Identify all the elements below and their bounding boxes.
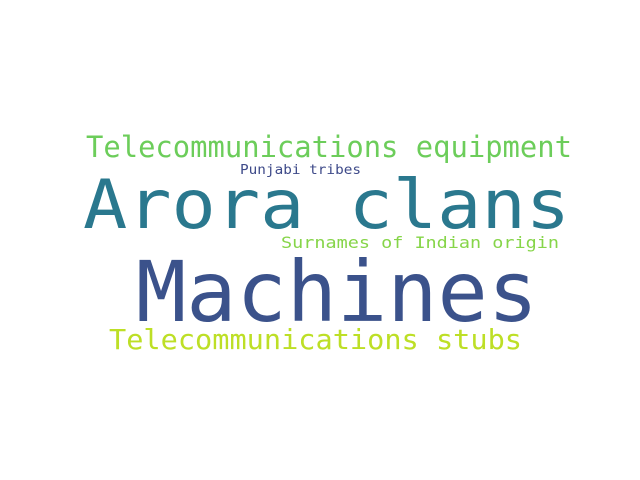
word-surnames-of-indian-origin: Surnames of Indian origin	[281, 233, 560, 252]
word-machines: Machines	[136, 243, 538, 341]
word-telecommunications-stubs: Telecommunications stubs	[109, 323, 522, 356]
word-arora-clans: Arora clans	[83, 166, 571, 245]
word-telecommunications-equipment: Telecommunications equipment	[86, 130, 572, 164]
word-punjabi-tribes: Punjabi tribes	[240, 163, 361, 178]
